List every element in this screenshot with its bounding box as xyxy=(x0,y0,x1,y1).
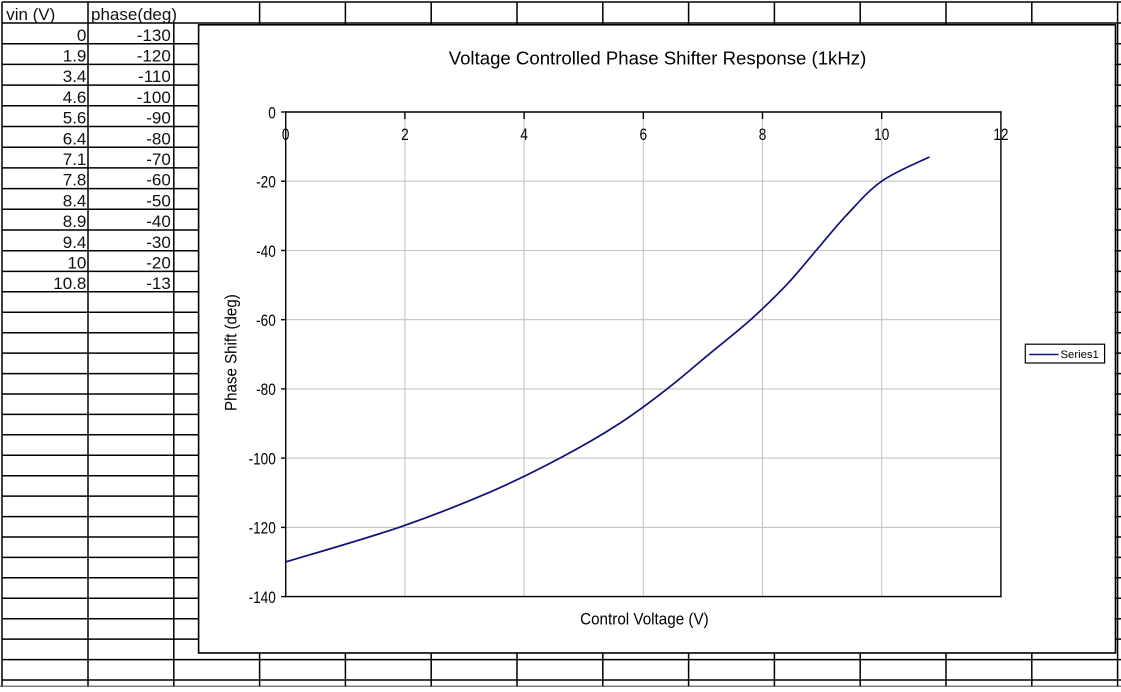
svg-text:7.8: 7.8 xyxy=(63,171,87,190)
svg-text:-120: -120 xyxy=(249,519,276,538)
svg-text:0: 0 xyxy=(77,26,86,45)
svg-text:4.6: 4.6 xyxy=(63,88,87,107)
svg-text:-110: -110 xyxy=(138,67,171,86)
svg-text:0: 0 xyxy=(268,104,276,123)
svg-text:5.6: 5.6 xyxy=(63,109,87,128)
svg-text:-100: -100 xyxy=(249,450,276,469)
svg-text:-100: -100 xyxy=(137,88,171,107)
svg-text:10: 10 xyxy=(67,254,86,273)
svg-text:1.9: 1.9 xyxy=(63,47,87,66)
svg-text:-140: -140 xyxy=(249,589,276,608)
svg-text:-90: -90 xyxy=(146,109,171,128)
svg-text:-20: -20 xyxy=(256,173,276,192)
svg-text:Phase Shift (deg): Phase Shift (deg) xyxy=(222,294,241,411)
svg-text:10.8: 10.8 xyxy=(53,274,86,293)
svg-text:-30: -30 xyxy=(146,233,171,252)
svg-text:-20: -20 xyxy=(146,254,171,273)
svg-text:0: 0 xyxy=(282,126,290,145)
svg-text:-60: -60 xyxy=(146,171,171,190)
svg-text:9.4: 9.4 xyxy=(63,233,87,252)
svg-text:-120: -120 xyxy=(137,47,171,66)
svg-text:8.9: 8.9 xyxy=(63,212,87,231)
svg-text:-80: -80 xyxy=(146,129,171,148)
svg-text:phase(deg): phase(deg) xyxy=(91,5,177,24)
svg-text:-80: -80 xyxy=(256,381,276,400)
svg-text:7.1: 7.1 xyxy=(63,150,87,169)
svg-text:-40: -40 xyxy=(256,242,276,261)
svg-text:8.4: 8.4 xyxy=(63,191,87,210)
svg-text:6: 6 xyxy=(640,126,648,145)
svg-text:12: 12 xyxy=(993,126,1008,145)
svg-text:-130: -130 xyxy=(137,26,171,45)
svg-text:Series1: Series1 xyxy=(1061,349,1099,361)
svg-text:4: 4 xyxy=(520,126,528,145)
svg-text:10: 10 xyxy=(874,126,889,145)
svg-text:6.4: 6.4 xyxy=(63,129,87,148)
svg-text:-13: -13 xyxy=(146,274,171,293)
svg-text:Voltage Controlled Phase Shift: Voltage Controlled Phase Shifter Respons… xyxy=(449,47,867,68)
svg-text:2: 2 xyxy=(401,126,409,145)
svg-text:vin (V): vin (V) xyxy=(6,5,55,24)
svg-text:-70: -70 xyxy=(146,150,171,169)
svg-text:-50: -50 xyxy=(146,191,171,210)
svg-text:-40: -40 xyxy=(146,212,171,231)
svg-text:8: 8 xyxy=(759,126,767,145)
svg-text:3.4: 3.4 xyxy=(63,67,87,86)
svg-text:-60: -60 xyxy=(256,312,276,331)
svg-text:Control Voltage (V): Control Voltage (V) xyxy=(580,610,709,629)
